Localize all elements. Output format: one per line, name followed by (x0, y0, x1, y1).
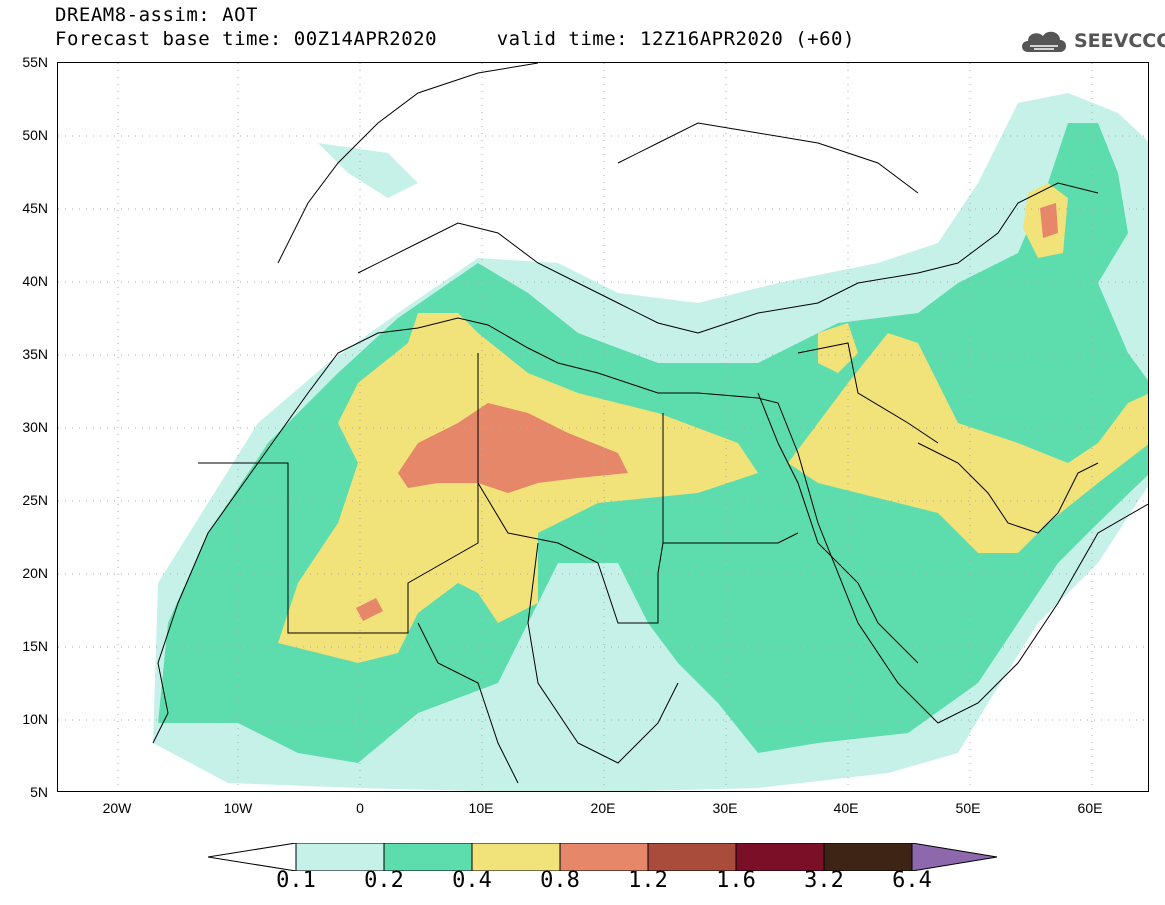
lat-label: 20N (22, 565, 48, 581)
lat-label: 5N (30, 784, 48, 800)
legend-label: 0.1 (276, 868, 316, 893)
aot-region-0.1-france (318, 143, 418, 198)
legend-label: 1.2 (628, 868, 668, 893)
lon-label: 10E (468, 800, 494, 816)
lon-label: 60E (1077, 800, 1103, 816)
lon-label: 10W (223, 800, 253, 816)
lon-label: 20E (590, 800, 616, 816)
aot-region-0.4-levant (818, 323, 858, 373)
coastlines (152, 63, 1148, 784)
legend-swatch (823, 843, 913, 871)
lat-label: 50N (22, 127, 48, 143)
lat-label: 35N (22, 346, 48, 362)
aot-region-0.4-arabia (788, 333, 1148, 553)
grid-lines (58, 63, 1148, 791)
aot-region-0.8-small (356, 598, 383, 621)
cloud-icon (1022, 31, 1066, 52)
lat-label: 30N (22, 419, 48, 435)
legend-label: 0.4 (452, 868, 492, 893)
legend-arrow-high (911, 843, 998, 871)
legend-label: 6.4 (892, 868, 932, 893)
legend-arrow-low (208, 843, 297, 871)
legend-label: 1.6 (716, 868, 756, 893)
lat-label: 10N (22, 711, 48, 727)
lon-label: 30E (712, 800, 738, 816)
lat-label: 15N (22, 638, 48, 654)
lon-label: 20W (102, 800, 132, 816)
logo-text: SEEVCCC (1074, 30, 1165, 52)
lat-label: 45N (22, 200, 48, 216)
lon-label: 0 (356, 800, 364, 816)
map-panel (57, 62, 1149, 792)
legend-label: 0.2 (364, 868, 404, 893)
aot-region-0.8-caspian (1040, 203, 1058, 238)
forecast-time-line: Forecast base time: 00Z14APR2020 valid t… (55, 28, 855, 50)
legend-swatch (647, 843, 737, 871)
lon-label: 50E (955, 800, 981, 816)
lat-label: 55N (22, 54, 48, 70)
legend-swatch (559, 843, 649, 871)
legend-swatch (383, 843, 473, 871)
chart-title: DREAM8-assim: AOT (55, 4, 258, 26)
legend-swatch (471, 843, 561, 871)
legend-swatch (295, 843, 385, 871)
lat-label: 40N (22, 273, 48, 289)
legend-swatch (735, 843, 825, 871)
color-legend (208, 843, 998, 871)
lat-label: 25N (22, 492, 48, 508)
legend-label: 0.8 (540, 868, 580, 893)
map-svg (58, 63, 1148, 791)
logo: SEEVCCC (1018, 26, 1165, 56)
legend-label: 3.2 (804, 868, 844, 893)
aot-region-0.8 (398, 403, 628, 493)
lon-label: 40E (833, 800, 859, 816)
